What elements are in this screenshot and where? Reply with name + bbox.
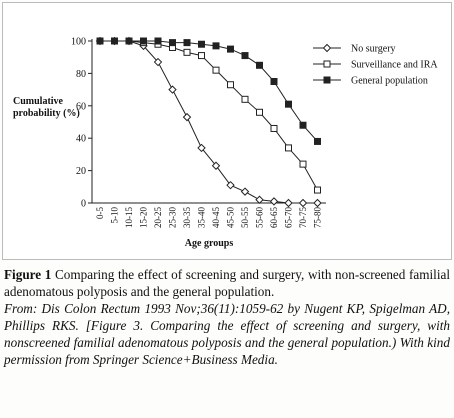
legend-marker <box>322 43 332 53</box>
y-tick-label: 80 <box>76 69 86 80</box>
data-point <box>299 160 307 168</box>
x-tick-label: 60-65 <box>269 207 279 228</box>
x-tick-label: 55-60 <box>255 207 265 228</box>
data-point <box>255 195 264 204</box>
legend-marker <box>323 76 331 84</box>
y-tick-label: 60 <box>76 101 86 112</box>
data-point <box>182 112 192 122</box>
caption: Figure 1 Comparing the effect of screeni… <box>4 266 450 368</box>
x-tick-label: 35-40 <box>197 207 207 228</box>
data-point <box>285 100 292 108</box>
figure-label: Figure 1 <box>4 267 52 282</box>
data-point <box>227 81 234 89</box>
legend-marker <box>323 60 331 68</box>
y-axis-label: Cumulative probability (%) <box>13 96 80 119</box>
data-point <box>269 197 279 206</box>
caption-main: Figure 1 Comparing the effect of screeni… <box>4 266 450 300</box>
data-point <box>270 78 278 85</box>
data-point <box>270 124 278 132</box>
data-point <box>212 42 220 50</box>
data-point <box>241 95 249 103</box>
chart-frame: 0 20 40 60 80 100 0-5 5-10 10-15 15-20 20-25 25-30 3… <box>2 2 452 260</box>
data-point <box>183 48 191 56</box>
legend-label: No surgery <box>351 44 396 55</box>
data-point <box>198 52 205 60</box>
data-point <box>256 61 263 69</box>
x-tick-label: 15-20 <box>139 207 149 228</box>
series-line <box>100 40 318 191</box>
data-point <box>240 187 250 196</box>
data-point <box>212 66 220 74</box>
x-tick-label: 65-70 <box>284 207 294 228</box>
data-point <box>284 198 293 208</box>
x-tick-label: 30-35 <box>182 207 192 228</box>
series-line <box>100 40 318 204</box>
x-axis-label: Age groups <box>185 238 234 249</box>
data-point <box>256 108 263 116</box>
x-tick-label: 5-10 <box>110 207 120 224</box>
data-point <box>197 143 206 153</box>
x-tick-label: 0-5 <box>95 207 105 219</box>
caption-source: From: Dis Colon Rectum 1993 Nov;36(11):1… <box>4 301 450 367</box>
y-tick-label: 100 <box>71 37 86 48</box>
data-point <box>153 57 163 67</box>
x-tick-label: 10-15 <box>124 207 134 228</box>
x-tick-label: 40-45 <box>211 207 221 228</box>
y-tick-label: 20 <box>76 166 86 177</box>
x-tick-label: 45-50 <box>226 207 236 228</box>
caption-text: Comparing the effect of screening and su… <box>4 267 451 299</box>
data-point <box>168 85 177 94</box>
data-point <box>314 186 321 194</box>
data-point <box>241 52 249 60</box>
y-tick-label: 40 <box>76 134 86 145</box>
data-point <box>314 137 321 145</box>
data-point <box>96 37 104 45</box>
series-line <box>100 40 318 142</box>
data-point <box>125 37 133 45</box>
y-tick-label: 0 <box>81 199 86 210</box>
x-tick-label: 20-25 <box>153 207 163 228</box>
legend-label: General population <box>351 76 428 87</box>
data-point <box>226 180 235 190</box>
data-point <box>154 37 162 45</box>
data-point <box>211 161 221 170</box>
data-point <box>227 45 234 53</box>
x-tick-label: 25-30 <box>168 207 178 228</box>
data-point <box>313 198 322 208</box>
x-tick-label: 75-80 <box>313 207 323 228</box>
chart: 0 20 40 60 80 100 0-5 5-10 10-15 15-20 20-25 25-30 3… <box>71 37 438 250</box>
x-tick-label: 50-55 <box>240 207 250 228</box>
data-point <box>140 37 147 45</box>
legend-label: Surveillance and IRA <box>351 60 438 71</box>
data-point <box>298 198 308 208</box>
data-point <box>183 39 191 47</box>
data-point <box>299 121 307 129</box>
data-point <box>111 37 118 45</box>
data-point <box>285 144 292 152</box>
x-tick-label: 70-75 <box>298 207 308 228</box>
data-point <box>169 39 176 47</box>
data-point <box>198 40 205 48</box>
